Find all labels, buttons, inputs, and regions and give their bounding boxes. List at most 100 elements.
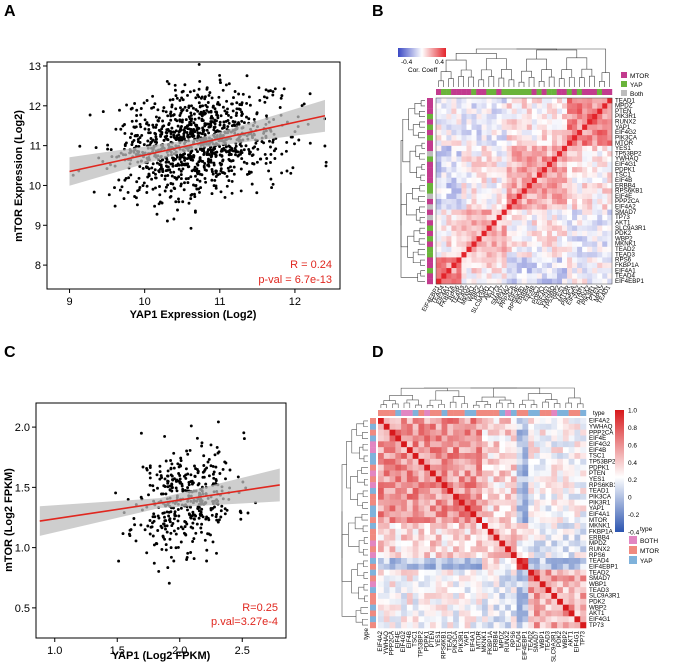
data-point [145, 99, 149, 102]
heatmap-cell [389, 505, 396, 512]
heatmap-cell [436, 214, 442, 221]
heatmap-cell [528, 435, 535, 442]
heatmap-cell [566, 135, 573, 141]
heatmap-cell [581, 193, 588, 200]
heatmap-cell [561, 225, 568, 232]
heatmap-cell [557, 610, 564, 617]
heatmap-cell [395, 418, 402, 425]
heatmap-cell [546, 278, 552, 285]
dendrogram-branch [421, 142, 425, 149]
heatmap-cell [435, 546, 442, 553]
heatmap-cell [464, 546, 471, 553]
heatmap-cell [510, 528, 517, 535]
heatmap-cell [441, 209, 447, 216]
data-point [160, 131, 164, 134]
heatmap-cell [557, 429, 564, 436]
heatmap-cell [451, 98, 457, 104]
heatmap-cell [493, 523, 500, 530]
heatmap-cell [557, 418, 564, 425]
heatmap-cell [476, 183, 482, 189]
heatmap-cell [476, 499, 483, 506]
heatmap-cell [574, 575, 581, 582]
heatmap-cell [441, 598, 448, 605]
data-point [210, 96, 214, 100]
legend-label: Both [630, 91, 644, 98]
heatmap-cell [470, 540, 477, 547]
data-point [186, 133, 190, 137]
heatmap-cell [556, 108, 563, 115]
heatmap-cell [464, 458, 471, 465]
heatmap-cell [464, 610, 471, 617]
heatmap-cell [526, 124, 532, 131]
heatmap-cell [526, 156, 532, 163]
heatmap-cell [562, 552, 569, 559]
heatmap-cell [441, 552, 448, 559]
heatmap-cell [505, 587, 512, 594]
heatmap-cell [493, 511, 500, 518]
heatmap-cell [571, 183, 578, 189]
heatmap-cell [580, 610, 587, 617]
heatmap-cell [493, 418, 500, 425]
heatmap-cell [511, 230, 517, 237]
heatmap-cell [606, 167, 613, 173]
annotation-b-left [427, 98, 433, 285]
heatmap-cell [395, 581, 402, 588]
col-label: MKNK1 [481, 630, 488, 652]
row-label: EIF4A2 [589, 418, 610, 425]
heatmap-cell [501, 156, 507, 163]
data-point [166, 469, 170, 473]
heatmap-cell [395, 534, 402, 541]
data-point [249, 170, 253, 174]
heatmap-cell [596, 172, 603, 179]
heatmap-cell [430, 499, 437, 506]
data-point [169, 170, 173, 174]
annotation-cell [526, 89, 532, 95]
legend-swatch [629, 546, 637, 554]
data-point [247, 95, 251, 99]
data-point [123, 144, 127, 148]
data-point [140, 133, 144, 137]
data-point [154, 172, 157, 176]
heatmap-cell [378, 441, 385, 448]
heatmap-cell [447, 604, 454, 611]
heatmap-cell [496, 225, 502, 232]
heatmap-cell [476, 135, 482, 141]
heatmap-cell [430, 569, 437, 576]
data-point [238, 509, 242, 513]
heatmap-cell [556, 113, 563, 120]
annotation-cell [447, 410, 454, 416]
heatmap-cell [456, 135, 462, 141]
data-point [167, 123, 171, 127]
heatmap-cell [418, 558, 425, 565]
data-point [195, 128, 199, 132]
heatmap-cell [566, 220, 573, 226]
points-c [114, 420, 257, 585]
data-point [113, 204, 117, 208]
heatmap-cell [506, 113, 512, 120]
data-point [157, 169, 161, 173]
data-point [127, 176, 131, 180]
data-point [165, 79, 169, 83]
heatmap-cell [606, 252, 613, 258]
heatmap-cell [441, 167, 447, 173]
heatmap-cell [499, 540, 506, 547]
data-point [182, 188, 186, 192]
heatmap-cell [505, 470, 512, 477]
heatmap-cell [496, 172, 502, 179]
heatmap-cell [516, 188, 522, 194]
annotation-cell [561, 89, 567, 95]
data-point [215, 512, 219, 516]
heatmap-cell [557, 493, 564, 500]
heatmap-cell [451, 177, 457, 184]
data-point [253, 145, 257, 149]
data-point [200, 507, 204, 511]
heatmap-cell [531, 257, 537, 264]
heatmap-cell [581, 108, 588, 115]
data-point [235, 101, 239, 105]
data-point [152, 488, 156, 492]
stat-r-a: R = 0.24 [290, 259, 332, 271]
data-point [225, 99, 229, 103]
heatmap-cell [395, 511, 402, 518]
heatmap-cell [510, 470, 517, 477]
